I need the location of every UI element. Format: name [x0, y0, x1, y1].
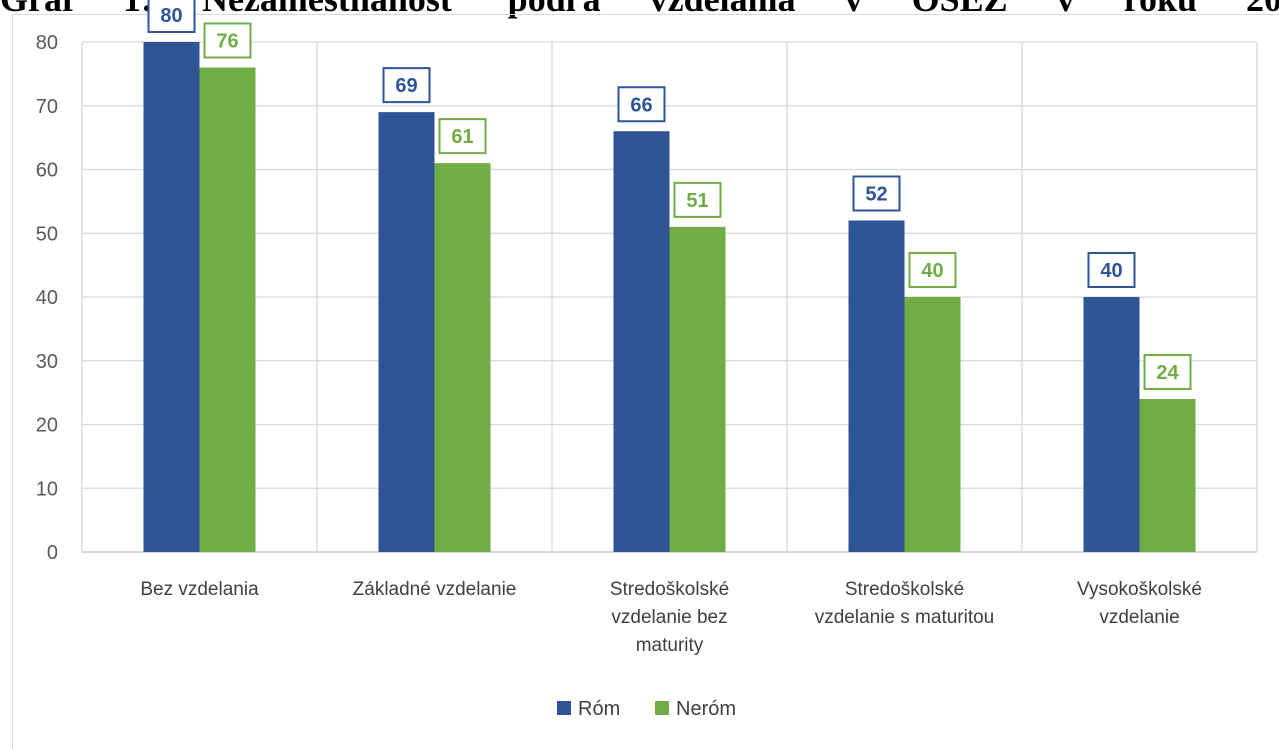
y-tick-label: 50 [36, 223, 58, 245]
data-label-box [1143, 354, 1192, 390]
data-label-box [852, 175, 901, 212]
data-label: 80 [160, 5, 182, 27]
y-tick-label: 40 [36, 287, 58, 309]
x-tick-label: Stredoškolské [845, 579, 964, 600]
data-label-box [203, 22, 252, 59]
y-tick-label: 30 [36, 351, 58, 373]
data-label-box [438, 118, 487, 155]
x-tick-label: Stredoškolské [610, 579, 729, 600]
bar-rom [1083, 297, 1140, 552]
bar-rom [143, 42, 200, 552]
legend-label-rom: Róm [578, 698, 620, 720]
bar-nerom [669, 226, 726, 552]
data-label: 40 [1100, 260, 1122, 282]
bar-nerom [904, 297, 961, 552]
y-tick-label: 10 [36, 478, 58, 500]
legend-label-nerom: Neróm [676, 698, 736, 720]
data-label: 24 [1156, 362, 1179, 384]
x-tick-label: maturity [636, 635, 704, 656]
bar-nerom [199, 67, 256, 552]
y-tick-label: 60 [36, 160, 58, 182]
x-tick-label: Bez vzdelania [140, 579, 259, 600]
legend-swatch-rom [557, 701, 571, 715]
y-tick-label: 20 [36, 415, 58, 437]
bar-rom [378, 112, 435, 552]
data-label-box [908, 252, 957, 288]
y-tick-label: 70 [36, 96, 58, 118]
bar-nerom [1139, 399, 1196, 552]
x-tick-label: vzdelanie bez [611, 607, 727, 628]
y-tick-label: 80 [36, 32, 58, 54]
y-tick-label: 0 [47, 542, 58, 564]
data-label: 51 [686, 190, 708, 212]
bar-rom [613, 131, 670, 552]
data-label: 40 [921, 260, 943, 282]
bar-nerom [434, 163, 491, 552]
data-label-box [147, 0, 196, 33]
data-label: 76 [216, 31, 238, 53]
x-tick-label: Vysokoškolské [1077, 579, 1202, 600]
data-label: 66 [630, 94, 652, 116]
data-label-box [1087, 252, 1136, 288]
data-label: 69 [395, 75, 417, 97]
data-label-box [673, 181, 722, 218]
x-tick-label: vzdelanie s maturitou [815, 607, 995, 628]
chart-frame [12, 14, 1279, 749]
bar-rom [848, 220, 905, 552]
data-label: 61 [451, 126, 473, 148]
data-label-box [617, 86, 666, 123]
legend-swatch-nerom [655, 701, 669, 715]
data-label-box [382, 67, 431, 104]
data-label: 52 [865, 184, 887, 206]
x-tick-label: Základné vzdelanie [353, 579, 517, 600]
x-tick-label: vzdelanie [1099, 607, 1179, 628]
